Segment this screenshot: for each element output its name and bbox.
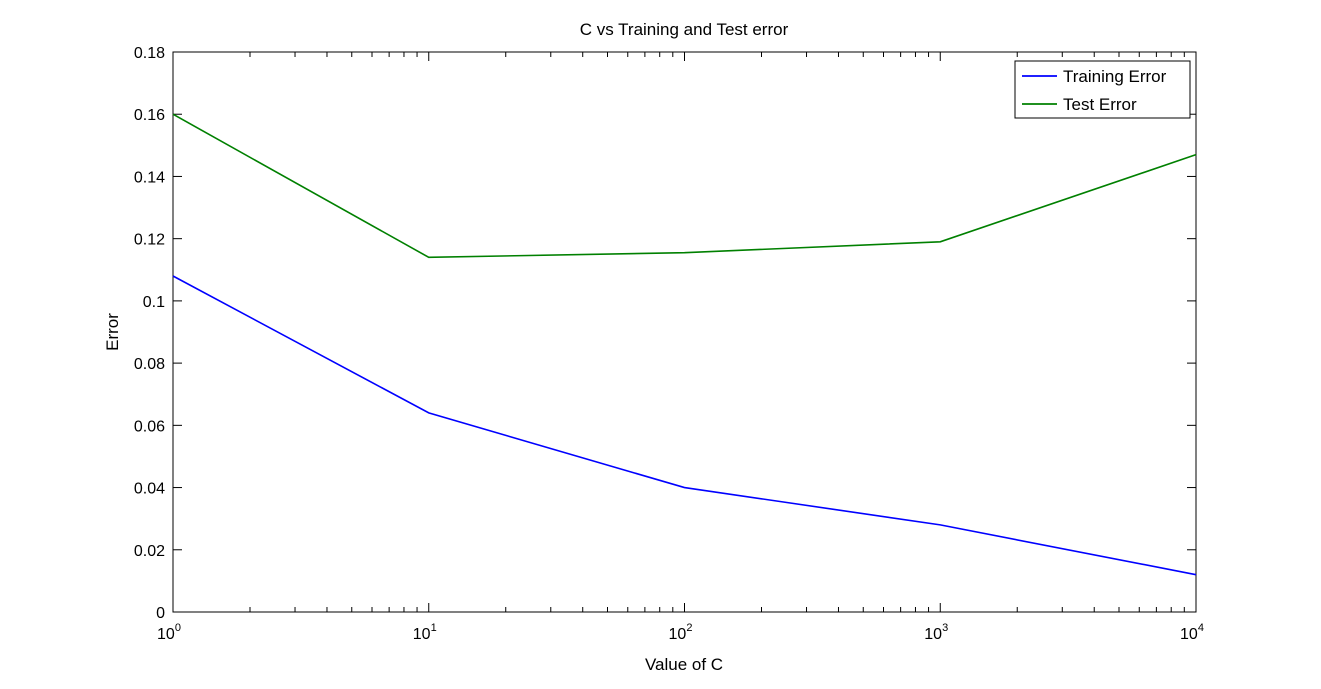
series-line-0: [172, 275, 1197, 576]
series-lines: [172, 113, 1197, 576]
plot-area: [172, 51, 1197, 613]
y-tick-label: 0.08: [134, 356, 165, 373]
legend: Training Error Test Error: [1014, 60, 1191, 119]
y-tick-label: 0.06: [134, 418, 165, 435]
y-tick-label: 0.12: [134, 232, 165, 249]
y-tick-label: 0: [156, 605, 165, 622]
x-tick-label: 100: [157, 622, 181, 643]
legend-box: [1014, 60, 1191, 119]
x-axis-label: Value of C: [645, 655, 723, 674]
x-tick-label: 101: [413, 622, 437, 643]
x-tick-label: 102: [669, 622, 693, 643]
legend-label: Training Error: [1063, 67, 1167, 86]
y-tick-label: 0.16: [134, 107, 165, 124]
y-tick-label: 0.1: [143, 294, 165, 311]
chart-title: C vs Training and Test error: [580, 20, 789, 39]
x-tick-label: 104: [1180, 622, 1204, 643]
y-tick-label: 0.18: [134, 45, 165, 62]
series-line-1: [172, 113, 1197, 259]
y-tick-label: 0.14: [134, 169, 165, 186]
legend-label: Test Error: [1063, 95, 1137, 114]
y-tick-label: 0.04: [134, 481, 165, 498]
y-tick-label: 0.02: [134, 543, 165, 560]
axis-ticks: 0 0.02 0.04 0.06 0.08 0.1 0.12 0.14 0.16 0.18 100 1…: [134, 45, 1204, 643]
y-axis-label: Error: [103, 313, 122, 351]
x-tick-label: 103: [924, 622, 948, 643]
